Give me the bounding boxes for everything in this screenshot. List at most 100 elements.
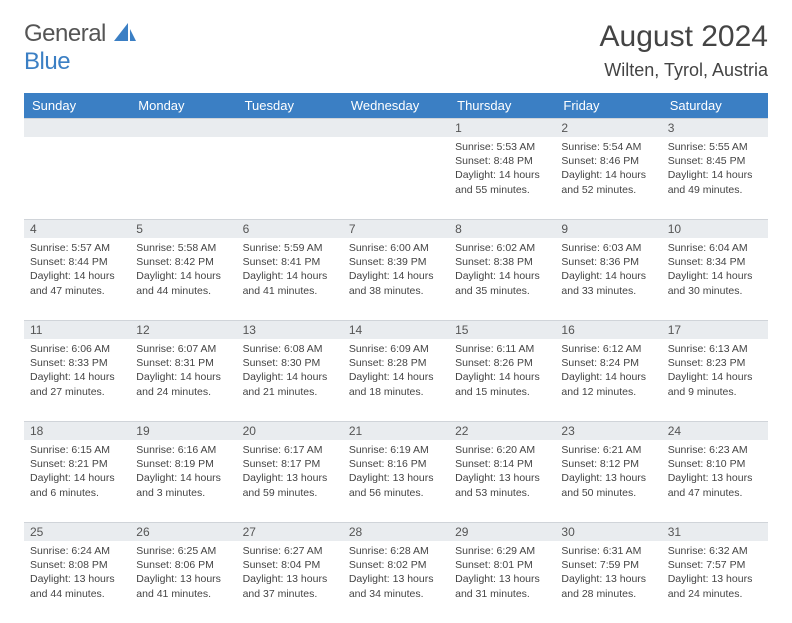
day-number-row: 25262728293031: [24, 522, 768, 541]
header: General Blue August 2024 Wilten, Tyrol, …: [24, 20, 768, 81]
calendar-week-row: Sunrise: 6:15 AMSunset: 8:21 PMDaylight:…: [24, 440, 768, 522]
daylight-text: Daylight: 14 hours and 30 minutes.: [668, 269, 762, 297]
calendar-header-cell: Tuesday: [237, 93, 343, 118]
sunrise-text: Sunrise: 6:24 AM: [30, 544, 124, 558]
calendar-day-cell: Sunrise: 6:16 AMSunset: 8:19 PMDaylight:…: [130, 440, 236, 522]
calendar-day-cell: Sunrise: 6:08 AMSunset: 8:30 PMDaylight:…: [237, 339, 343, 421]
calendar-week-row: Sunrise: 5:53 AMSunset: 8:48 PMDaylight:…: [24, 137, 768, 219]
calendar-day-cell: Sunrise: 5:57 AMSunset: 8:44 PMDaylight:…: [24, 238, 130, 320]
sunset-text: Sunset: 8:01 PM: [455, 558, 549, 572]
day-number: 5: [130, 220, 236, 238]
day-number: 2: [555, 119, 661, 137]
sunset-text: Sunset: 8:41 PM: [243, 255, 337, 269]
calendar-day-cell: Sunrise: 6:03 AMSunset: 8:36 PMDaylight:…: [555, 238, 661, 320]
sunrise-text: Sunrise: 6:20 AM: [455, 443, 549, 457]
calendar-day-cell: Sunrise: 5:53 AMSunset: 8:48 PMDaylight:…: [449, 137, 555, 219]
calendar-day-cell: Sunrise: 6:09 AMSunset: 8:28 PMDaylight:…: [343, 339, 449, 421]
daylight-text: Daylight: 14 hours and 44 minutes.: [136, 269, 230, 297]
sunrise-text: Sunrise: 6:02 AM: [455, 241, 549, 255]
daylight-text: Daylight: 13 hours and 56 minutes.: [349, 471, 443, 499]
calendar-day-cell: Sunrise: 6:00 AMSunset: 8:39 PMDaylight:…: [343, 238, 449, 320]
day-number: 3: [662, 119, 768, 137]
sunrise-text: Sunrise: 6:06 AM: [30, 342, 124, 356]
day-number: 4: [24, 220, 130, 238]
calendar-day-cell: Sunrise: 6:13 AMSunset: 8:23 PMDaylight:…: [662, 339, 768, 421]
daylight-text: Daylight: 14 hours and 47 minutes.: [30, 269, 124, 297]
sunrise-text: Sunrise: 5:53 AM: [455, 140, 549, 154]
calendar-day-cell: Sunrise: 6:12 AMSunset: 8:24 PMDaylight:…: [555, 339, 661, 421]
calendar-day-cell: Sunrise: 6:19 AMSunset: 8:16 PMDaylight:…: [343, 440, 449, 522]
daylight-text: Daylight: 13 hours and 53 minutes.: [455, 471, 549, 499]
day-number-row: 123: [24, 118, 768, 137]
calendar-header-cell: Saturday: [662, 93, 768, 118]
day-number: 31: [662, 523, 768, 541]
sunset-text: Sunset: 8:36 PM: [561, 255, 655, 269]
sunset-text: Sunset: 7:59 PM: [561, 558, 655, 572]
day-number: 21: [343, 422, 449, 440]
day-number: 6: [237, 220, 343, 238]
daylight-text: Daylight: 13 hours and 47 minutes.: [668, 471, 762, 499]
sunset-text: Sunset: 8:02 PM: [349, 558, 443, 572]
sunrise-text: Sunrise: 5:54 AM: [561, 140, 655, 154]
day-number: 28: [343, 523, 449, 541]
calendar-day-cell: Sunrise: 6:27 AMSunset: 8:04 PMDaylight:…: [237, 541, 343, 623]
sunrise-text: Sunrise: 6:17 AM: [243, 443, 337, 457]
daylight-text: Daylight: 14 hours and 9 minutes.: [668, 370, 762, 398]
daylight-text: Daylight: 14 hours and 35 minutes.: [455, 269, 549, 297]
sunrise-text: Sunrise: 5:57 AM: [30, 241, 124, 255]
daylight-text: Daylight: 14 hours and 38 minutes.: [349, 269, 443, 297]
calendar-day-cell: Sunrise: 5:55 AMSunset: 8:45 PMDaylight:…: [662, 137, 768, 219]
sunrise-text: Sunrise: 6:23 AM: [668, 443, 762, 457]
calendar: SundayMondayTuesdayWednesdayThursdayFrid…: [24, 93, 768, 623]
location: Wilten, Tyrol, Austria: [600, 60, 768, 81]
day-number-row: 45678910: [24, 219, 768, 238]
sunset-text: Sunset: 8:38 PM: [455, 255, 549, 269]
logo-text: General Blue: [24, 20, 136, 76]
logo-word-b: Blue: [24, 48, 70, 75]
sunset-text: Sunset: 8:46 PM: [561, 154, 655, 168]
sunset-text: Sunset: 8:21 PM: [30, 457, 124, 471]
calendar-week-row: Sunrise: 6:24 AMSunset: 8:08 PMDaylight:…: [24, 541, 768, 623]
logo-word-a: General: [24, 20, 106, 47]
sunset-text: Sunset: 8:45 PM: [668, 154, 762, 168]
sunrise-text: Sunrise: 5:59 AM: [243, 241, 337, 255]
day-number: 24: [662, 422, 768, 440]
calendar-day-cell: Sunrise: 6:04 AMSunset: 8:34 PMDaylight:…: [662, 238, 768, 320]
calendar-day-cell: [343, 137, 449, 219]
day-number: 20: [237, 422, 343, 440]
day-number: 22: [449, 422, 555, 440]
day-number: 29: [449, 523, 555, 541]
month-title: August 2024: [600, 20, 768, 54]
calendar-day-cell: Sunrise: 6:17 AMSunset: 8:17 PMDaylight:…: [237, 440, 343, 522]
logo: General Blue: [24, 20, 136, 76]
sunset-text: Sunset: 8:23 PM: [668, 356, 762, 370]
sunrise-text: Sunrise: 6:28 AM: [349, 544, 443, 558]
sunset-text: Sunset: 8:42 PM: [136, 255, 230, 269]
daylight-text: Daylight: 14 hours and 3 minutes.: [136, 471, 230, 499]
day-number: 19: [130, 422, 236, 440]
sunrise-text: Sunrise: 6:03 AM: [561, 241, 655, 255]
calendar-day-cell: Sunrise: 6:28 AMSunset: 8:02 PMDaylight:…: [343, 541, 449, 623]
day-number: [343, 119, 449, 137]
sunrise-text: Sunrise: 6:29 AM: [455, 544, 549, 558]
day-number: 10: [662, 220, 768, 238]
day-number: 13: [237, 321, 343, 339]
day-number-row: 11121314151617: [24, 320, 768, 339]
title-block: August 2024 Wilten, Tyrol, Austria: [600, 20, 768, 81]
calendar-body: 123Sunrise: 5:53 AMSunset: 8:48 PMDaylig…: [24, 118, 768, 623]
daylight-text: Daylight: 13 hours and 28 minutes.: [561, 572, 655, 600]
sunset-text: Sunset: 8:24 PM: [561, 356, 655, 370]
sunrise-text: Sunrise: 6:21 AM: [561, 443, 655, 457]
day-number-row: 18192021222324: [24, 421, 768, 440]
sunset-text: Sunset: 8:19 PM: [136, 457, 230, 471]
day-number: 18: [24, 422, 130, 440]
calendar-day-cell: Sunrise: 6:32 AMSunset: 7:57 PMDaylight:…: [662, 541, 768, 623]
calendar-day-cell: Sunrise: 6:23 AMSunset: 8:10 PMDaylight:…: [662, 440, 768, 522]
day-number: 30: [555, 523, 661, 541]
daylight-text: Daylight: 14 hours and 15 minutes.: [455, 370, 549, 398]
sunset-text: Sunset: 8:06 PM: [136, 558, 230, 572]
calendar-week-row: Sunrise: 5:57 AMSunset: 8:44 PMDaylight:…: [24, 238, 768, 320]
sunset-text: Sunset: 8:17 PM: [243, 457, 337, 471]
calendar-week-row: Sunrise: 6:06 AMSunset: 8:33 PMDaylight:…: [24, 339, 768, 421]
sunset-text: Sunset: 8:39 PM: [349, 255, 443, 269]
